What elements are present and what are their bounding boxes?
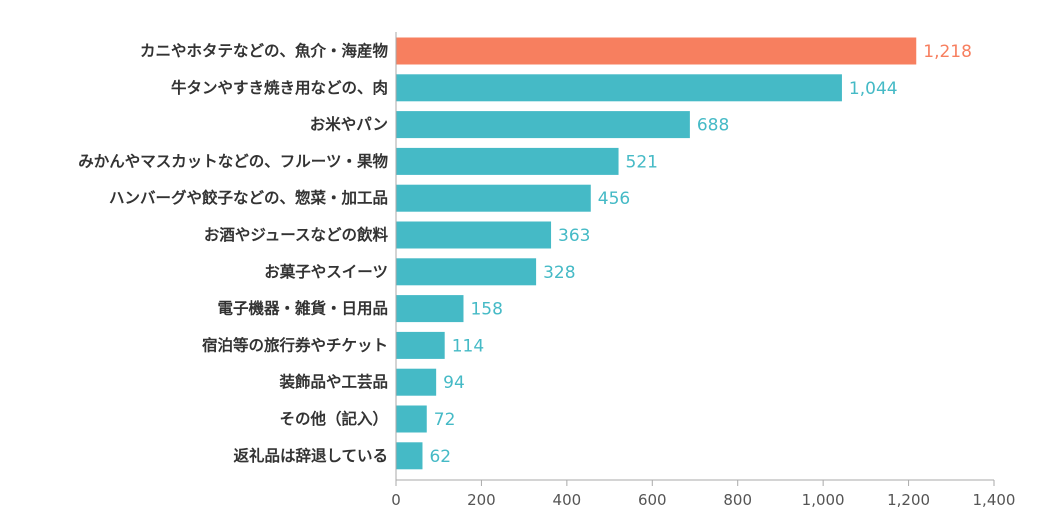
x-tick-label: 1,200 xyxy=(887,491,930,509)
category-label: カニやホタテなどの、魚介・海産物 xyxy=(140,41,389,60)
value-label: 1,044 xyxy=(849,79,898,99)
x-tick-label: 200 xyxy=(467,491,496,509)
value-label: 521 xyxy=(626,152,658,172)
category-label: みかんやマスカットなどの、フルーツ・果物 xyxy=(78,151,388,170)
category-label: 宿泊等の旅行券やチケット xyxy=(202,335,388,354)
category-label: お米やパン xyxy=(310,115,388,134)
bar xyxy=(396,184,591,212)
value-label: 114 xyxy=(452,336,484,356)
bar xyxy=(396,221,552,249)
category-label: 返礼品は辞退している xyxy=(233,446,388,465)
category-label: お菓子やスイーツ xyxy=(264,262,388,281)
x-tick-label: 1,400 xyxy=(973,491,1016,509)
x-tick-label: 800 xyxy=(723,491,752,509)
value-label: 1,218 xyxy=(923,42,972,62)
bar xyxy=(396,37,917,65)
value-label: 688 xyxy=(697,116,729,136)
category-label: ハンバーグや餃子などの、惣菜・加工品 xyxy=(109,188,388,207)
bar xyxy=(396,442,423,470)
category-label: 装飾品や工芸品 xyxy=(278,372,388,391)
x-tick-label: 600 xyxy=(638,491,667,509)
bar xyxy=(396,331,445,359)
value-label: 72 xyxy=(434,410,456,430)
x-tick-label: 1,000 xyxy=(802,491,845,509)
x-tick-label: 0 xyxy=(391,491,401,509)
value-label: 456 xyxy=(598,189,630,209)
value-label: 328 xyxy=(543,263,575,283)
bar xyxy=(396,74,842,102)
value-label: 62 xyxy=(429,447,451,467)
category-label: お酒やジュースなどの飲料 xyxy=(204,225,389,244)
value-label: 94 xyxy=(443,373,465,393)
x-tick-label: 400 xyxy=(553,491,582,509)
category-label: 電子機器・雑貨・日用品 xyxy=(217,299,388,318)
category-label: 牛タンやすき焼き用などの、肉 xyxy=(171,78,388,97)
value-label: 158 xyxy=(470,300,502,320)
bar xyxy=(396,295,464,323)
bar xyxy=(396,258,537,286)
value-label: 363 xyxy=(558,226,590,246)
bar xyxy=(396,147,619,175)
bar xyxy=(396,111,690,139)
bar xyxy=(396,368,437,396)
bar xyxy=(396,405,427,433)
category-label: その他（記入） xyxy=(279,409,388,428)
